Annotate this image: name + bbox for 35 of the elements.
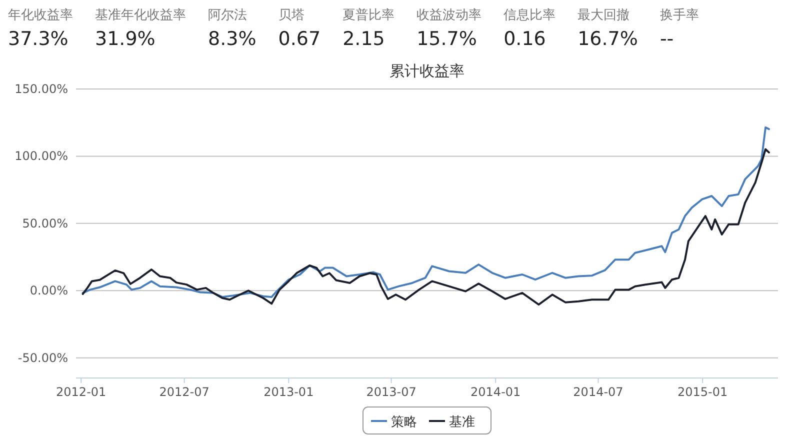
text: 收益波动率 — [416, 7, 482, 24]
text: 0.16 — [504, 28, 547, 50]
line-series — [82, 126, 770, 298]
text: 夏普比率 — [342, 6, 395, 24]
legend-label: 基准 — [449, 415, 475, 430]
y-tick-label: 0.00% — [30, 284, 68, 298]
line-series — [82, 148, 770, 306]
x-tick-label: 2012-01 — [56, 385, 106, 399]
text: -- — [660, 28, 675, 50]
legend-label: 策略 — [391, 415, 417, 430]
text: 2.15 — [342, 28, 386, 50]
x-tick-label: 2013-01 — [264, 385, 314, 399]
text: 信息比率 — [504, 7, 556, 24]
x-tick-label: 2014-07 — [573, 385, 624, 399]
text: 换手率 — [660, 7, 699, 24]
text: 31.9% — [95, 28, 156, 50]
y-tick-label: 150.00% — [14, 82, 68, 96]
x-tick-label: 2015-01 — [678, 385, 728, 399]
y-tick-label: 50.00% — [22, 216, 68, 230]
text: 0.67 — [278, 28, 321, 50]
chart-title: 累计收益率 — [390, 62, 464, 80]
y-tick-label: 100.00% — [14, 149, 68, 164]
text: 37.3% — [8, 28, 70, 50]
x-tick-label: 2012-07 — [159, 385, 210, 399]
text: 最大回撤 — [578, 7, 631, 24]
text: 年化收益率 — [8, 7, 73, 24]
y-tick-label: -50.00% — [18, 350, 68, 365]
text: 8.3% — [208, 28, 256, 50]
text: 15.7% — [416, 28, 478, 50]
text: 贝塔 — [278, 7, 306, 24]
text: 16.7% — [578, 28, 638, 50]
x-tick-label: 2013-07 — [366, 385, 416, 399]
text: 基准年化收益率 — [95, 7, 186, 24]
text: 阿尔法 — [208, 7, 248, 24]
x-tick-label: 2014-01 — [470, 385, 521, 399]
